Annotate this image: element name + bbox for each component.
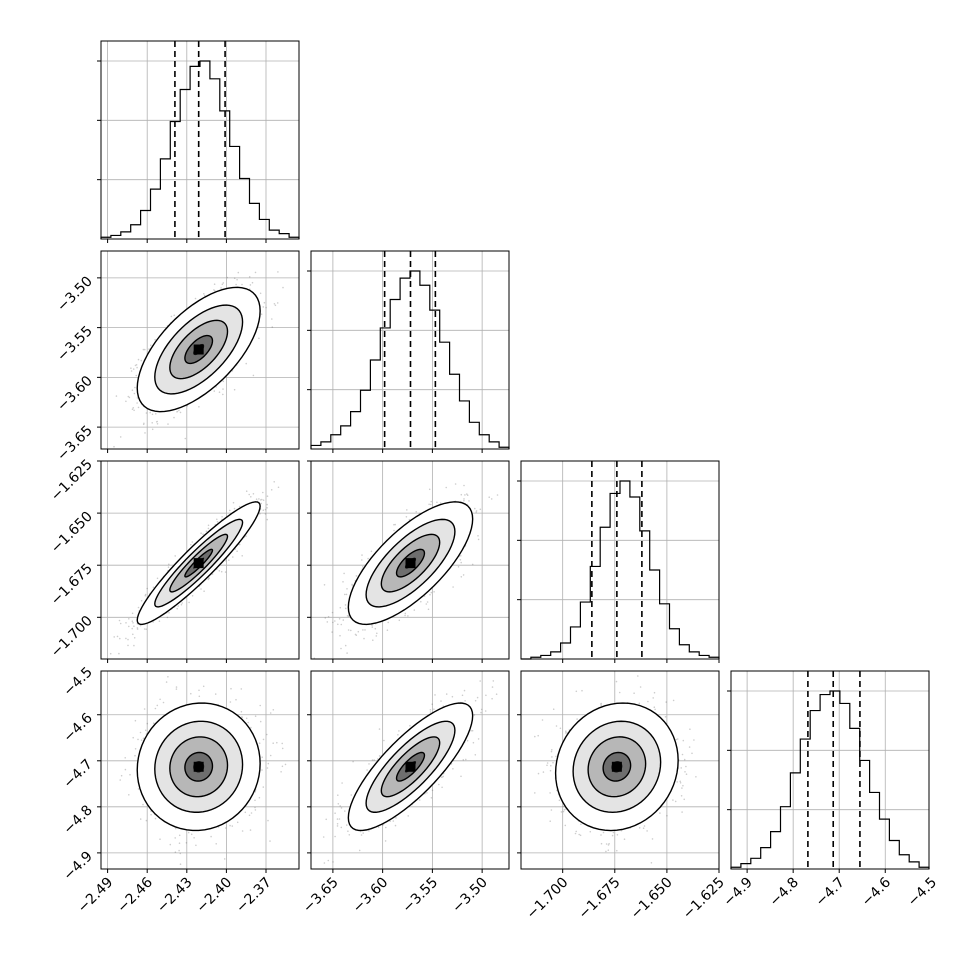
peak-bin: [405, 761, 416, 772]
panel-frame: [310, 670, 510, 870]
panel-frame: [310, 460, 510, 660]
x-tick-label-p0: −2.49: [75, 875, 117, 917]
y-tick-label-p3: −4.5: [60, 664, 95, 699]
density-p2-p3: [534, 675, 697, 864]
peak-bin: [193, 761, 204, 772]
y-tick-label-p2: −1.625: [48, 457, 96, 505]
y-tick-label-p3: −4.9: [60, 848, 95, 883]
histogram-p3: [730, 690, 930, 869]
panel-r3-c0: −2.49−2.46−2.43−2.40−2.37 −4.9 −4.8 −4.7 −4.…: [60, 664, 300, 917]
y-tick-label-p2: −1.675: [48, 561, 96, 609]
x-tick-label-p2: −1.650: [628, 875, 676, 923]
panel-frame: [520, 670, 720, 870]
x-tick-label-p2: −1.675: [576, 875, 624, 923]
x-tick-label-p3: −4.5: [905, 875, 940, 910]
panel-frame: [310, 250, 510, 450]
y-tick-label-p2: −1.650: [48, 509, 96, 557]
histogram-p2: [521, 480, 720, 660]
panel-frame: [100, 670, 300, 870]
peak-bin: [405, 558, 416, 569]
panel-frame: [100, 40, 300, 240]
density-p0-p2: [109, 481, 280, 655]
y-tick-label-p3: −4.6: [60, 710, 95, 745]
y-tick-label-p1: −3.55: [54, 323, 96, 365]
peak-bin: [611, 761, 622, 772]
panel-frame: [730, 670, 930, 870]
panel-r1-c1: [307, 250, 510, 453]
x-tick-label-p0: −2.43: [154, 875, 196, 917]
peak-bin: [193, 344, 204, 355]
x-tick-label-p3: −4.9: [721, 875, 756, 910]
histogram-p0: [100, 60, 300, 239]
x-tick-label-p1: −3.55: [400, 875, 442, 917]
panel-frame: [520, 460, 720, 660]
density-p0-p3: [119, 676, 287, 865]
x-tick-label-p2: −1.700: [524, 875, 572, 923]
panel-r2-c1: [307, 460, 510, 663]
panel-r0-c0: [97, 40, 300, 243]
y-tick-label-p3: −4.7: [60, 756, 95, 791]
y-tick-label-p1: −3.65: [54, 423, 96, 465]
x-tick-label-p0: −2.46: [114, 874, 156, 916]
density-p0-p1: [113, 251, 284, 448]
y-tick-label-p1: −3.60: [54, 373, 96, 415]
x-tick-label-p3: −4.8: [767, 875, 802, 910]
x-tick-label-p1: −3.65: [300, 875, 342, 917]
density-p1-p3: [322, 680, 498, 864]
panel-frame: [100, 250, 300, 450]
y-tick-label-p1: −3.50: [54, 273, 96, 315]
panel-r3-c1: −3.65 −3.60 −3.55 −3.50: [300, 670, 510, 917]
x-tick-label-p1: −3.50: [449, 875, 491, 917]
y-tick-label-p2: −1.700: [48, 613, 96, 661]
panel-r3-c2: −1.700 −1.675 −1.650 −1.625: [517, 670, 728, 923]
panel-r1-c0: −3.65 −3.60 −3.55 −3.50: [54, 250, 300, 465]
peak-bin: [193, 558, 204, 569]
density-p1-p2: [313, 483, 499, 659]
panel-r3-c3: −4.9 −4.8 −4.7 −4.6 −4.5: [721, 670, 940, 910]
x-tick-label-p3: −4.7: [813, 875, 848, 910]
panel-frame: [100, 460, 300, 660]
panel-r2-c0: −1.700−1.675−1.650−1.625: [48, 457, 300, 663]
panel-r2-c2: [517, 460, 720, 663]
x-tick-label-p0: −2.40: [194, 875, 236, 917]
x-tick-label-p0: −2.37: [233, 875, 275, 917]
x-tick-label-p3: −4.6: [859, 874, 894, 909]
y-tick-label-p3: −4.8: [60, 802, 95, 837]
x-tick-label-p1: −3.60: [350, 875, 392, 917]
